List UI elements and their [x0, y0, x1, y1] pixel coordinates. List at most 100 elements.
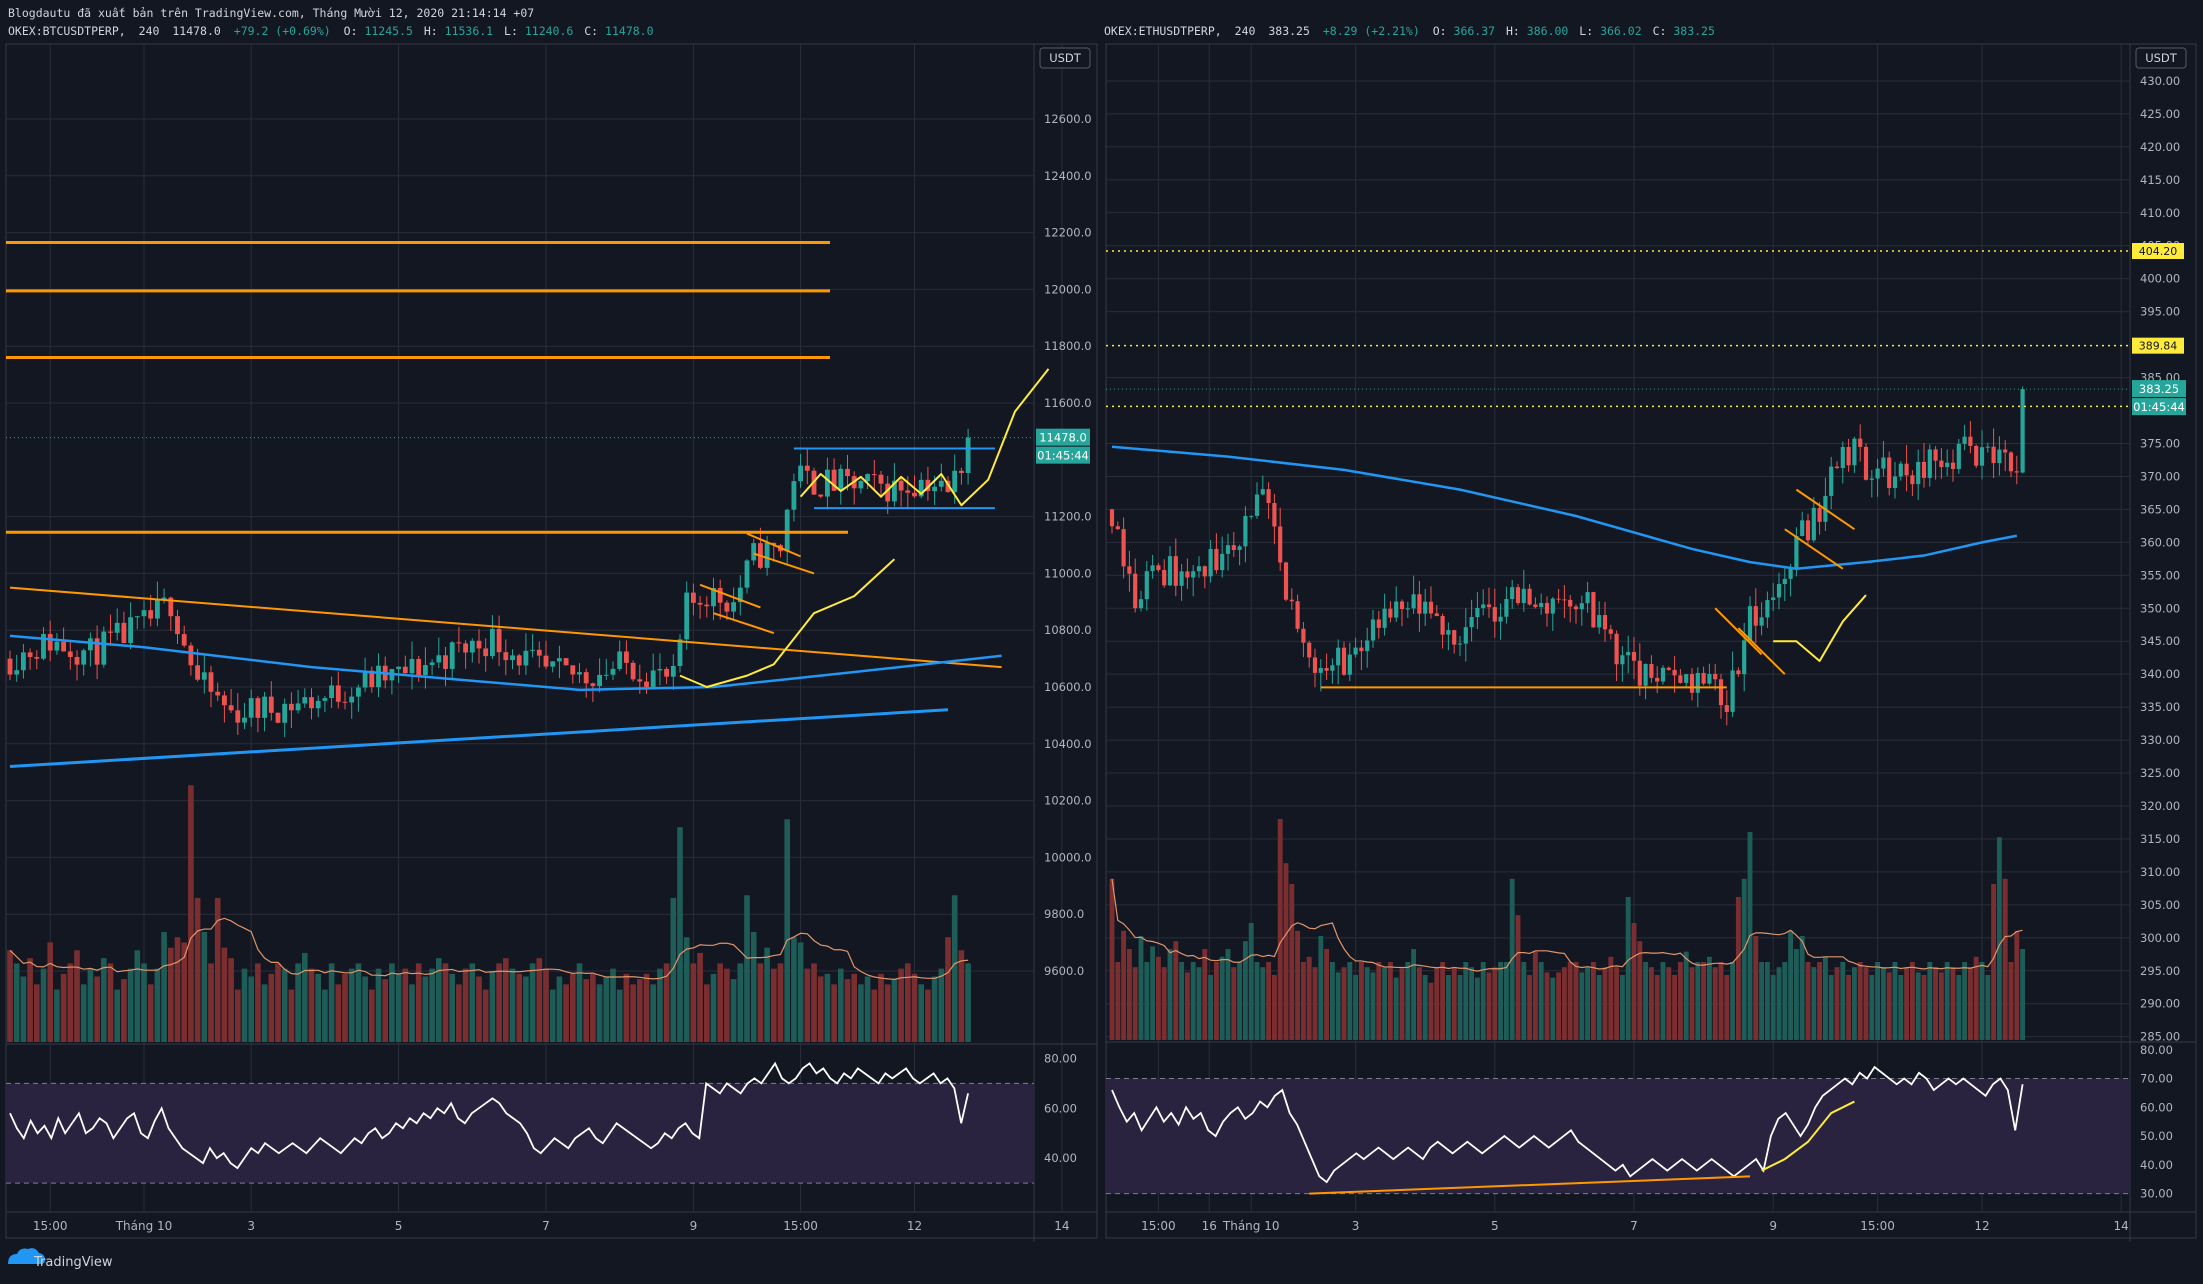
btc-volume-bar — [717, 963, 724, 1042]
btc-panel-frame — [5, 43, 1098, 1239]
btc-y-tick-label: 10600.0 — [1044, 680, 1092, 694]
eth-candle — [1649, 663, 1654, 678]
eth-volume-bar — [1370, 972, 1376, 1040]
eth-volume-bar — [1300, 962, 1306, 1040]
btc-volume-bar — [174, 937, 181, 1042]
eth-volume-bar — [1324, 949, 1330, 1040]
btc-candle — [476, 640, 482, 649]
eth-candle — [1225, 545, 1231, 554]
eth-projection-path — [1773, 594, 1867, 662]
btc-candle — [81, 650, 87, 665]
eth-x-tick-label: 14 — [2114, 1219, 2129, 1233]
eth-volume-bar — [1416, 967, 1422, 1040]
eth-chart[interactable]: 15:00 Tháng 10 3 5 7 9 15:00 12 14 430.00 425.00 42… — [1105, 43, 2197, 1242]
eth-candle — [1312, 657, 1318, 673]
eth-candle — [1446, 630, 1451, 635]
btc-candle — [47, 634, 53, 651]
eth-volume-bar — [1759, 962, 1765, 1040]
btc-candle — [704, 604, 710, 607]
btc-volume-bar — [27, 958, 33, 1042]
eth-volume-bar — [1718, 962, 1724, 1040]
btc-candle — [871, 474, 877, 476]
btc-candle — [737, 587, 743, 603]
btc-projection-wave — [799, 368, 1050, 507]
eth-candle — [1834, 466, 1840, 469]
eth-volume-bar — [1892, 962, 1898, 1040]
eth-candle — [1138, 599, 1144, 609]
btc-candle — [912, 492, 917, 497]
eth-y-tick-label: 305.00 — [2140, 898, 2180, 912]
eth-volume-bar — [1817, 962, 1823, 1040]
btc-x-tick-label: 7 — [542, 1219, 550, 1233]
btc-volume-bar — [891, 979, 898, 1042]
eth-candle — [1492, 607, 1497, 622]
eth-candle — [1585, 592, 1590, 604]
eth-currency-badge[interactable]: USDT — [2135, 47, 2187, 69]
btc-volume-bar — [569, 973, 576, 1042]
btc-candle — [335, 685, 341, 702]
btc-h: 11536.1 — [445, 24, 494, 38]
btc-candle — [530, 649, 536, 651]
eth-candle — [1260, 489, 1265, 495]
eth-volume-bar — [1248, 923, 1254, 1040]
btc-volume-bar — [824, 973, 831, 1042]
btc-volume-bar — [134, 950, 141, 1042]
btc-candle — [275, 712, 281, 723]
btc-volume-bar — [697, 952, 703, 1042]
btc-candle — [161, 597, 167, 600]
eth-volume-bar — [1834, 967, 1840, 1040]
eth-candle — [1486, 604, 1492, 608]
btc-volume-bar — [87, 968, 94, 1042]
btc-candle — [134, 616, 140, 618]
eth-candles — [1109, 386, 2025, 726]
eth-candle — [1156, 565, 1161, 571]
eth-volume-bar — [1967, 967, 1973, 1040]
eth-candle — [1962, 436, 1967, 444]
btc-volume-bar — [630, 984, 636, 1042]
btc-candle — [657, 668, 663, 671]
btc-c: 11478.0 — [605, 24, 654, 38]
btc-l-label: L: — [504, 24, 518, 38]
eth-candle — [1127, 566, 1132, 574]
btc-blue-trendline — [9, 708, 949, 769]
eth-rsi-band — [1106, 1078, 2130, 1194]
eth-volume-bar — [1161, 967, 1167, 1040]
eth-candle — [1672, 669, 1677, 676]
eth-volume-bar — [1260, 967, 1266, 1040]
eth-volume-bar — [1353, 975, 1359, 1040]
tradingview-footer[interactable]: TradingView — [8, 1248, 113, 1270]
btc-candle — [623, 651, 629, 663]
btc-chart[interactable]: 15:00 Tháng 10 3 5 7 9 15:00 12 14 16 12600.0 12400… — [5, 43, 1217, 1242]
eth-candle — [1846, 447, 1851, 466]
eth-candle — [1527, 588, 1532, 605]
eth-volume-bar — [1167, 949, 1173, 1040]
btc-volume-bar — [770, 968, 777, 1042]
eth-candle — [1266, 489, 1271, 504]
btc-volume-bar — [261, 984, 268, 1042]
eth-candle — [1133, 573, 1138, 609]
btc-currency-label: USDT — [1049, 51, 1082, 65]
eth-volume-bar — [1213, 962, 1219, 1040]
eth-y-tick-label: 325.00 — [2140, 766, 2180, 780]
eth-candle — [1916, 461, 1921, 485]
eth-volume-bar — [1782, 962, 1788, 1040]
eth-volume-bar — [1799, 936, 1805, 1040]
eth-y-tick-label: 420.00 — [2140, 140, 2180, 154]
btc-volume-bar — [777, 963, 784, 1042]
btc-candle — [228, 705, 234, 711]
btc-volume-bar — [442, 963, 449, 1042]
btc-flag-line — [713, 612, 775, 634]
eth-volume-bar — [1202, 949, 1208, 1040]
eth-y-tick-label: 295.00 — [2140, 964, 2180, 978]
eth-volume-bar — [1695, 962, 1701, 1040]
eth-candle — [1776, 584, 1782, 598]
btc-currency-badge[interactable]: USDT — [1039, 47, 1091, 69]
btc-candle — [436, 655, 442, 663]
eth-candle — [1933, 449, 1938, 461]
btc-candle — [845, 468, 850, 477]
btc-h-label: H: — [424, 24, 438, 38]
btc-candle — [61, 641, 67, 652]
eth-candle — [1243, 515, 1248, 547]
btc-volume-bar — [931, 976, 938, 1042]
eth-volume-bar — [1231, 967, 1237, 1040]
